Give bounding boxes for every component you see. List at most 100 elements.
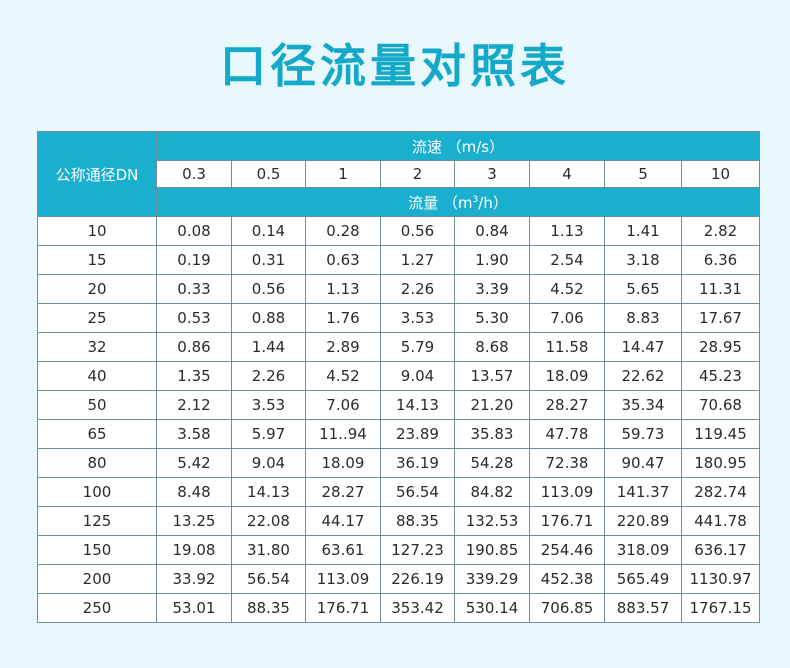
flow-cell: 1.41 [604,216,682,246]
table-row: 50 2.12 3.53 7.06 14.13 21.20 28.27 35.34 70.68 [37,390,760,420]
dn-cell: 80 [37,448,157,478]
flow-cell: 1.35 [156,361,232,391]
flow-cell: 5.42 [156,448,232,478]
flow-cell: 0.19 [156,245,232,275]
flow-cell: 11.31 [681,274,760,304]
flow-cell: 2.54 [529,245,605,275]
table-row: 20 0.33 0.56 1.13 2.26 3.39 4.52 5.65 11.31 [37,274,760,304]
flow-cell: 0.14 [231,216,306,246]
flow-header-sup: 3 [472,194,479,205]
speed-row: 0.3 0.5 1 2 3 4 5 10 [38,160,760,188]
flow-cell: 2.26 [231,361,306,391]
flow-cell: 113.09 [529,477,605,507]
table-body: 10 0.08 0.14 0.28 0.56 0.84 1.13 1.41 2.82 15 0.19… [37,216,760,623]
flow-cell: 220.89 [604,506,682,536]
flow-cell: 35.34 [604,390,682,420]
flow-cell: 1.13 [305,274,381,304]
page-title: 口径流量对照表 [220,39,570,93]
flow-cell: 7.06 [305,390,381,420]
dn-cell: 25 [37,303,157,333]
flow-cell: 127.23 [380,535,455,565]
table-row: 32 0.86 1.44 2.89 5.79 8.68 11.58 14.47 28.95 [37,332,760,362]
flow-cell: 14.13 [380,390,455,420]
dn-cell: 32 [37,332,157,362]
flow-cell: 22.08 [231,506,306,536]
flow-cell: 23.89 [380,419,455,449]
flow-cell: 44.17 [305,506,381,536]
flow-cell: 5.30 [454,303,530,333]
flow-cell: 33.92 [156,564,232,594]
flow-cell: 8.83 [604,303,682,333]
flow-cell: 2.26 [380,274,455,304]
dn-cell: 20 [37,274,157,304]
flow-cell: 0.31 [231,245,306,275]
flow-cell: 8.48 [156,477,232,507]
flow-cell: 706.85 [529,593,605,623]
flow-cell: 2.82 [681,216,760,246]
flow-cell: 3.58 [156,419,232,449]
flow-cell: 119.45 [681,419,760,449]
flow-cell: 28.27 [305,477,381,507]
speed-cell: 3 [454,160,530,188]
flow-cell: 339.29 [454,564,530,594]
flow-cell: 14.13 [231,477,306,507]
flow-cell: 0.53 [156,303,232,333]
flow-cell: 5.79 [380,332,455,362]
flow-cell: 441.78 [681,506,760,536]
flow-cell: 636.17 [681,535,760,565]
table-row: 65 3.58 5.97 11..94 23.89 35.83 47.78 59.73 119.… [37,419,760,449]
flow-cell: 70.68 [681,390,760,420]
flow-cell: 0.33 [156,274,232,304]
flow-cell: 9.04 [231,448,306,478]
flow-cell: 141.37 [604,477,682,507]
flow-cell: 1.13 [529,216,605,246]
dn-cell: 15 [37,245,157,275]
flow-cell: 254.46 [529,535,605,565]
flow-cell: 3.18 [604,245,682,275]
flow-cell: 18.09 [305,448,381,478]
flow-cell: 6.36 [681,245,760,275]
speed-cell: 1 [305,160,381,188]
flow-cell: 59.73 [604,419,682,449]
flow-cell: 11.58 [529,332,605,362]
flow-cell: 530.14 [454,593,530,623]
flow-cell: 0.86 [156,332,232,362]
flow-cell: 3.53 [231,390,306,420]
dn-cell: 10 [37,216,157,246]
flow-cell: 45.23 [681,361,760,391]
flow-cell: 31.80 [231,535,306,565]
table-row: 25 0.53 0.88 1.76 3.53 5.30 7.06 8.83 17.67 [37,303,760,333]
flow-cell: 18.09 [529,361,605,391]
flow-cell: 88.35 [380,506,455,536]
flow-cell: 47.78 [529,419,605,449]
table-row: 250 53.01 88.35 176.71 353.42 530.14 706.85 883… [37,593,760,623]
speed-cell: 10 [681,160,760,188]
speed-cell: 2 [380,160,455,188]
speed-cell: 0.3 [156,160,232,188]
flow-cell: 9.04 [380,361,455,391]
flow-cell: 72.38 [529,448,605,478]
flow-cell: 8.68 [454,332,530,362]
flow-cell: 226.19 [380,564,455,594]
flow-cell: 452.38 [529,564,605,594]
flow-cell: 56.54 [231,564,306,594]
flow-cell: 565.49 [604,564,682,594]
flow-cell: 13.57 [454,361,530,391]
speed-cell: 0.5 [231,160,306,188]
speed-cell: 5 [604,160,682,188]
table-row: 80 5.42 9.04 18.09 36.19 54.28 72.38 90.47 180.9… [37,448,760,478]
flow-cell: 56.54 [380,477,455,507]
flow-cell: 2.89 [305,332,381,362]
flow-cell: 0.56 [380,216,455,246]
table-row: 10 0.08 0.14 0.28 0.56 0.84 1.13 1.41 2.82 [37,216,760,246]
flow-cell: 5.65 [604,274,682,304]
dn-cell: 250 [37,593,157,623]
flow-cell: 1.76 [305,303,381,333]
flow-cell: 318.09 [604,535,682,565]
speed-cell: 4 [529,160,605,188]
flow-cell: 14.47 [604,332,682,362]
flow-cell: 21.20 [454,390,530,420]
flow-cell: 84.82 [454,477,530,507]
table-row: 40 1.35 2.26 4.52 9.04 13.57 18.09 22.62 45.23 [37,361,760,391]
flow-cell: 1.90 [454,245,530,275]
